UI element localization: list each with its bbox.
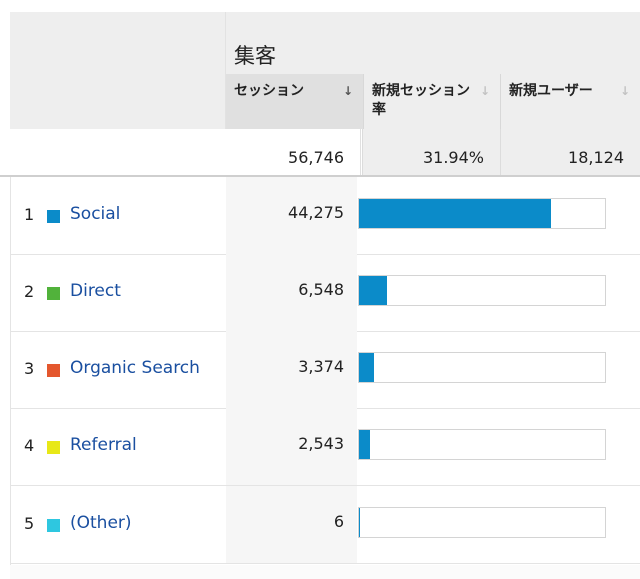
color-swatch-icon — [47, 210, 60, 223]
color-swatch-icon — [47, 441, 60, 454]
share-bar-fill — [359, 508, 361, 537]
totals-label-cell — [10, 129, 225, 175]
column-header-new-users[interactable]: 新規ユーザー ↓ — [500, 74, 640, 129]
table-row: 4 Referral 2,543 — [10, 408, 640, 486]
column-label: 新規ユーザー — [509, 83, 593, 99]
share-bar-fill — [359, 430, 371, 459]
sort-arrow-icon[interactable]: ↓ — [342, 84, 353, 98]
total-new-users: 18,124 — [500, 129, 640, 175]
acquisition-group-header: 集客 — [226, 12, 640, 74]
total-sessions: 56,746 — [226, 129, 361, 175]
channel-link[interactable]: Direct — [70, 281, 121, 301]
row-index: 3 — [24, 359, 35, 378]
column-header-new-session-rate[interactable]: 新規セッション率 ↓ — [363, 74, 500, 129]
share-bar — [358, 198, 606, 229]
sessions-value: 6,548 — [226, 254, 357, 331]
sessions-value: 6 — [226, 486, 357, 563]
sessions-value: 3,374 — [226, 331, 357, 408]
table-row: 3 Organic Search 3,374 — [10, 331, 640, 409]
share-bar — [358, 275, 606, 306]
column-label: 新規セッション率 — [372, 83, 470, 118]
channel-link[interactable]: Social — [70, 204, 121, 224]
row-index: 1 — [24, 205, 35, 224]
table-row: 5 (Other) 6 — [10, 486, 640, 564]
row-index: 4 — [24, 436, 35, 455]
table-row: 2 Direct 6,548 — [10, 254, 640, 332]
channel-link[interactable]: Referral — [70, 435, 137, 455]
table-row: 1 Social 44,275 — [10, 177, 640, 255]
share-bar — [358, 352, 606, 383]
color-swatch-icon — [47, 364, 60, 377]
group-title: 集客 — [234, 44, 276, 68]
share-bar — [358, 507, 606, 538]
sessions-value: 44,275 — [226, 177, 357, 254]
table-left-border — [10, 177, 11, 570]
channel-link[interactable]: (Other) — [70, 513, 132, 533]
share-bar — [358, 429, 606, 460]
sort-arrow-icon[interactable]: ↓ — [479, 84, 490, 98]
share-bar-fill — [359, 199, 551, 228]
sort-arrow-icon[interactable]: ↓ — [619, 84, 630, 98]
column-label: セッション — [234, 83, 304, 99]
channel-link[interactable]: Organic Search — [70, 358, 200, 378]
color-swatch-icon — [47, 519, 60, 532]
totals-divider — [0, 175, 640, 177]
dimension-header — [10, 12, 226, 129]
row-index: 5 — [24, 514, 35, 533]
total-new-session-rate: 31.94% — [362, 129, 500, 175]
row-index: 2 — [24, 282, 35, 301]
share-bar-fill — [359, 276, 388, 305]
share-bar-fill — [359, 353, 374, 382]
color-swatch-icon — [47, 287, 60, 300]
sessions-value: 2,543 — [226, 408, 357, 485]
table-footer-gap — [10, 565, 640, 579]
column-header-sessions[interactable]: セッション ↓ — [226, 74, 363, 129]
